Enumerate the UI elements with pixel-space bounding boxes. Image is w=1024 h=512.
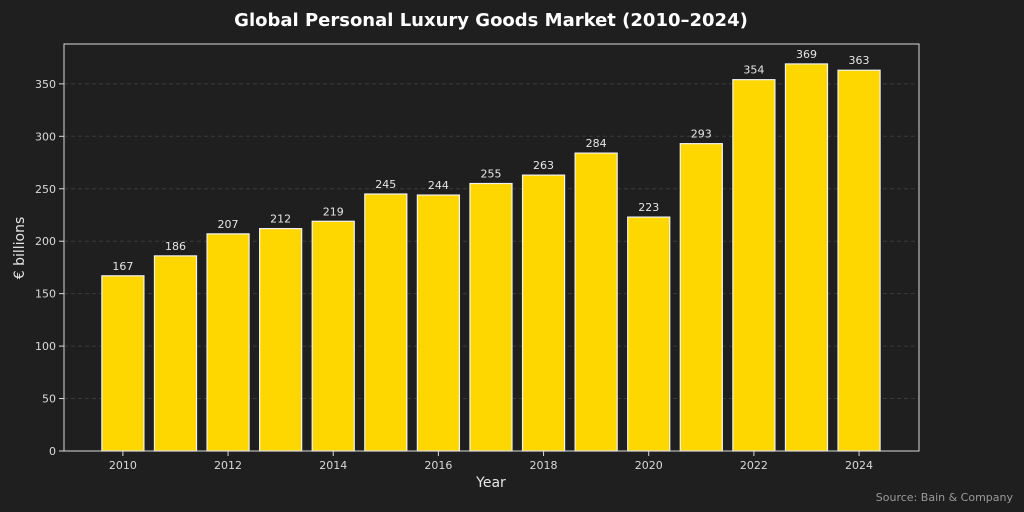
x-tick-label: 2022 <box>740 459 768 472</box>
x-tick-label: 2012 <box>214 459 242 472</box>
data-label-2014: 219 <box>323 205 344 218</box>
bar-2014 <box>311 220 355 452</box>
bar-2023 <box>784 63 829 452</box>
y-tick-label: 150 <box>35 288 56 301</box>
bar-2017 <box>469 182 513 452</box>
data-label-2023: 369 <box>796 48 817 61</box>
bar-2013 <box>259 228 303 452</box>
x-tick-label: 2016 <box>424 459 452 472</box>
bar-2024 <box>837 69 881 452</box>
bar-2016 <box>416 194 461 452</box>
data-label-2015: 245 <box>375 178 396 191</box>
data-label-2012: 207 <box>218 218 239 231</box>
data-label-2022: 354 <box>743 64 764 77</box>
bars <box>101 63 881 452</box>
data-label-2024: 363 <box>849 54 870 67</box>
bar-2010 <box>101 275 145 452</box>
data-labels: 167 186 207 212 219 245 244 255 263 284 223 293 354 3… <box>112 48 869 273</box>
x-tick-label: 2014 <box>319 459 347 472</box>
data-label-2019: 284 <box>586 137 607 150</box>
y-tick-label: 200 <box>35 235 56 248</box>
bar-2019 <box>574 152 618 452</box>
y-tick-label: 0 <box>49 445 56 458</box>
y-tick-label: 100 <box>35 340 56 353</box>
data-label-2017: 255 <box>480 168 501 181</box>
y-axis-ticks: 0 50 100 150 200 250 300 350 <box>35 78 64 458</box>
y-tick-label: 50 <box>42 393 56 406</box>
bar-2011 <box>153 255 198 452</box>
x-tick-label: 2024 <box>845 459 873 472</box>
data-label-2013: 212 <box>270 213 291 226</box>
bar-2012 <box>206 233 250 452</box>
data-label-2016: 244 <box>428 179 449 192</box>
y-tick-label: 300 <box>35 130 56 143</box>
data-label-2011: 186 <box>165 240 186 253</box>
x-tick-label: 2010 <box>109 459 137 472</box>
data-label-2018: 263 <box>533 159 554 172</box>
y-tick-label: 250 <box>35 183 56 196</box>
y-tick-label: 350 <box>35 78 56 91</box>
data-label-2020: 223 <box>638 201 659 214</box>
bar-2022 <box>732 79 776 452</box>
x-tick-label: 2018 <box>530 459 558 472</box>
bar-2018 <box>521 174 566 452</box>
source-annotation: Source: Bain & Company <box>876 491 1014 504</box>
bar-2020 <box>627 216 671 452</box>
data-label-2021: 293 <box>691 128 712 141</box>
bar-2021 <box>679 143 723 452</box>
y-axis-label: € billions <box>12 217 28 280</box>
x-axis-ticks: 2010 2012 2014 2016 2018 2020 2022 2024 <box>109 451 873 472</box>
x-axis-label: Year <box>475 475 506 491</box>
data-label-2010: 167 <box>112 260 133 273</box>
chart-title: Global Personal Luxury Goods Market (201… <box>234 10 748 31</box>
plot-frame <box>63 43 920 452</box>
x-tick-label: 2020 <box>635 459 663 472</box>
bar-2015 <box>364 193 408 452</box>
